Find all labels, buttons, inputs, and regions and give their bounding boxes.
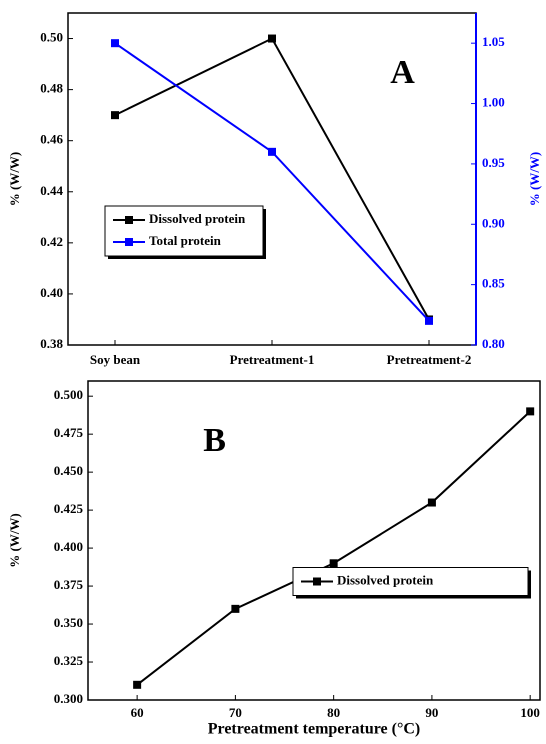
- series-line: [136, 410, 531, 686]
- y2-tick-label: 0.90: [482, 215, 505, 230]
- x-tick-label: Soy bean: [90, 352, 141, 367]
- x-tick-label: 80: [327, 705, 340, 720]
- y-tick-label: 0.375: [54, 577, 84, 592]
- data-point: [427, 498, 436, 507]
- y2-tick-label: 0.80: [482, 336, 505, 351]
- annotation: B: [203, 422, 226, 459]
- legend-marker: [125, 238, 133, 246]
- legend-marker: [313, 577, 321, 586]
- data-point: [526, 407, 535, 416]
- x-tick-label: 70: [229, 705, 242, 720]
- x-tick-label: 100: [520, 705, 540, 720]
- y-tick-label: 0.400: [54, 539, 83, 554]
- y-axis-label: % (W/W): [7, 513, 22, 568]
- data-point: [133, 680, 142, 689]
- data-point: [111, 39, 119, 48]
- y-tick-label: 0.475: [54, 425, 84, 440]
- x-tick-label: Pretreatment-1: [230, 352, 315, 367]
- y-tick-label: 0.42: [40, 234, 63, 249]
- y-tick-label: 0.38: [40, 336, 63, 351]
- data-point: [268, 147, 276, 156]
- y2-tick-label: 1.05: [482, 34, 505, 49]
- series-line: [114, 37, 430, 320]
- x-tick-label: 60: [131, 705, 144, 720]
- legend-label: Dissolved protein: [149, 211, 246, 226]
- x-tick-label: Pretreatment-2: [387, 352, 472, 367]
- legend-label: Total protein: [149, 233, 222, 248]
- plot-frame: [87, 380, 541, 701]
- y2-tick-label: 0.95: [482, 155, 505, 170]
- data-point: [425, 316, 433, 325]
- legend-box: [104, 205, 264, 257]
- y-tick-label: 0.48: [40, 81, 63, 96]
- x-tick-label: 90: [425, 705, 438, 720]
- y-tick-label: 0.44: [40, 183, 63, 198]
- y2-axis-label: % (W/W): [527, 152, 542, 207]
- data-point: [111, 111, 119, 120]
- y-tick-label: 0.46: [40, 132, 63, 147]
- data-point: [268, 34, 276, 43]
- annotation: A: [390, 54, 415, 91]
- data-point: [231, 604, 240, 613]
- y-tick-label: 0.40: [40, 285, 63, 300]
- y-axis-label: % (W/W): [7, 152, 22, 207]
- y-tick-label: 0.300: [54, 691, 83, 706]
- y-tick-label: 0.350: [54, 615, 83, 630]
- y-tick-label: 0.450: [54, 463, 83, 478]
- y2-tick-label: 1.00: [482, 95, 505, 110]
- legend-label: Dissolved protein: [337, 572, 434, 587]
- y-tick-label: 0.325: [54, 653, 84, 668]
- y2-tick-label: 0.85: [482, 276, 505, 291]
- series-line: [114, 42, 430, 322]
- data-point: [329, 559, 338, 568]
- y-tick-label: 0.500: [54, 387, 83, 402]
- y-tick-label: 0.425: [54, 501, 84, 516]
- legend-marker: [125, 216, 133, 224]
- x-axis-label: Pretreatment temperature (°C): [208, 721, 421, 738]
- y-tick-label: 0.50: [40, 30, 63, 45]
